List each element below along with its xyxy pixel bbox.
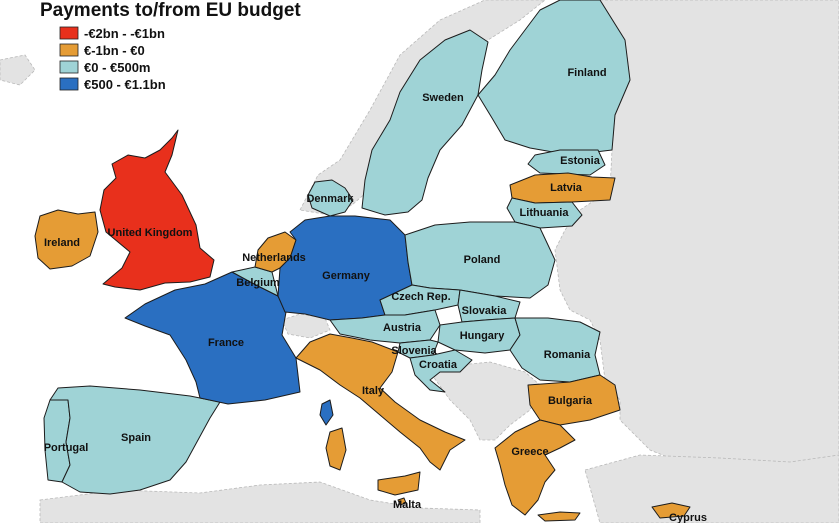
turkey-region <box>584 454 839 523</box>
legend-swatch-0 <box>59 26 79 40</box>
country-labels: United Kingdom Ireland Portugal Spain Fr… <box>44 67 707 523</box>
balkans-region <box>429 361 541 441</box>
label-romania: Romania <box>544 349 591 361</box>
label-poland: Poland <box>464 254 501 266</box>
label-germany: Germany <box>322 270 371 282</box>
label-czech-rep: Czech Rep. <box>391 291 450 303</box>
label-cyprus: Cyprus <box>669 512 707 523</box>
country-crete[interactable] <box>537 511 581 522</box>
country-sweden[interactable] <box>361 29 489 216</box>
country-corsica[interactable] <box>319 399 334 426</box>
label-denmark: Denmark <box>306 193 354 205</box>
legend-label-0: -€2bn - -€1bn <box>84 26 165 41</box>
label-ireland: Ireland <box>44 237 80 249</box>
label-france: France <box>208 337 244 349</box>
label-italy: Italy <box>362 385 385 397</box>
legend-swatch-3 <box>59 77 79 91</box>
country-lithuania[interactable] <box>506 197 583 229</box>
label-croatia: Croatia <box>419 359 458 371</box>
label-bulgaria: Bulgaria <box>548 395 593 407</box>
country-sicily[interactable] <box>377 471 421 496</box>
label-spain: Spain <box>121 432 151 444</box>
legend-label-2: €0 - €500m <box>84 60 151 75</box>
label-austria: Austria <box>383 322 422 334</box>
country-sardinia[interactable] <box>325 427 347 471</box>
country-croatia[interactable] <box>409 349 473 393</box>
legend-item: €0 - €500m <box>59 60 151 75</box>
country-malta[interactable] <box>397 497 407 506</box>
north-africa-region <box>39 481 481 523</box>
map-title: Payments to/from EU budget <box>40 0 301 21</box>
legend-item: €500 - €1.1bn <box>59 77 166 92</box>
label-estonia: Estonia <box>560 155 601 167</box>
label-belgium: Belgium <box>236 277 280 289</box>
country-finland[interactable] <box>477 0 631 156</box>
country-cyprus[interactable] <box>651 502 691 519</box>
country-bulgaria[interactable] <box>527 374 621 426</box>
country-belgium[interactable] <box>231 266 279 297</box>
label-latvia: Latvia <box>550 182 583 194</box>
legend: -€2bn - -€1bn €-1bn - €0 €0 - €500m €500… <box>59 26 166 92</box>
label-netherlands: Netherlands <box>242 252 306 264</box>
legend-swatch-2 <box>59 60 79 74</box>
label-malta: Malta <box>393 499 422 511</box>
label-slovakia: Slovakia <box>462 305 508 317</box>
legend-item: -€2bn - -€1bn <box>59 26 165 41</box>
country-italy[interactable] <box>295 333 466 471</box>
country-spain[interactable] <box>49 385 221 495</box>
label-greece: Greece <box>511 446 548 458</box>
eastern-region <box>554 0 839 476</box>
switzerland-region <box>281 313 331 339</box>
label-lithuania: Lithuania <box>520 207 570 219</box>
country-united-kingdom[interactable] <box>99 129 215 291</box>
country-ireland[interactable] <box>34 209 99 270</box>
country-denmark[interactable] <box>307 179 354 217</box>
label-sweden: Sweden <box>422 92 464 104</box>
legend-swatch-1 <box>59 43 79 57</box>
eu-countries <box>34 0 691 522</box>
country-estonia[interactable] <box>527 149 606 176</box>
legend-item: €-1bn - €0 <box>59 43 145 58</box>
label-united-kingdom: United Kingdom <box>108 227 193 239</box>
legend-label-3: €500 - €1.1bn <box>84 77 166 92</box>
label-slovenia: Slovenia <box>391 345 437 357</box>
label-portugal: Portugal <box>44 442 89 454</box>
legend-label-1: €-1bn - €0 <box>84 43 145 58</box>
iceland-region <box>0 54 36 86</box>
label-finland: Finland <box>567 67 606 79</box>
label-hungary: Hungary <box>460 330 506 342</box>
country-greece[interactable] <box>494 419 576 516</box>
